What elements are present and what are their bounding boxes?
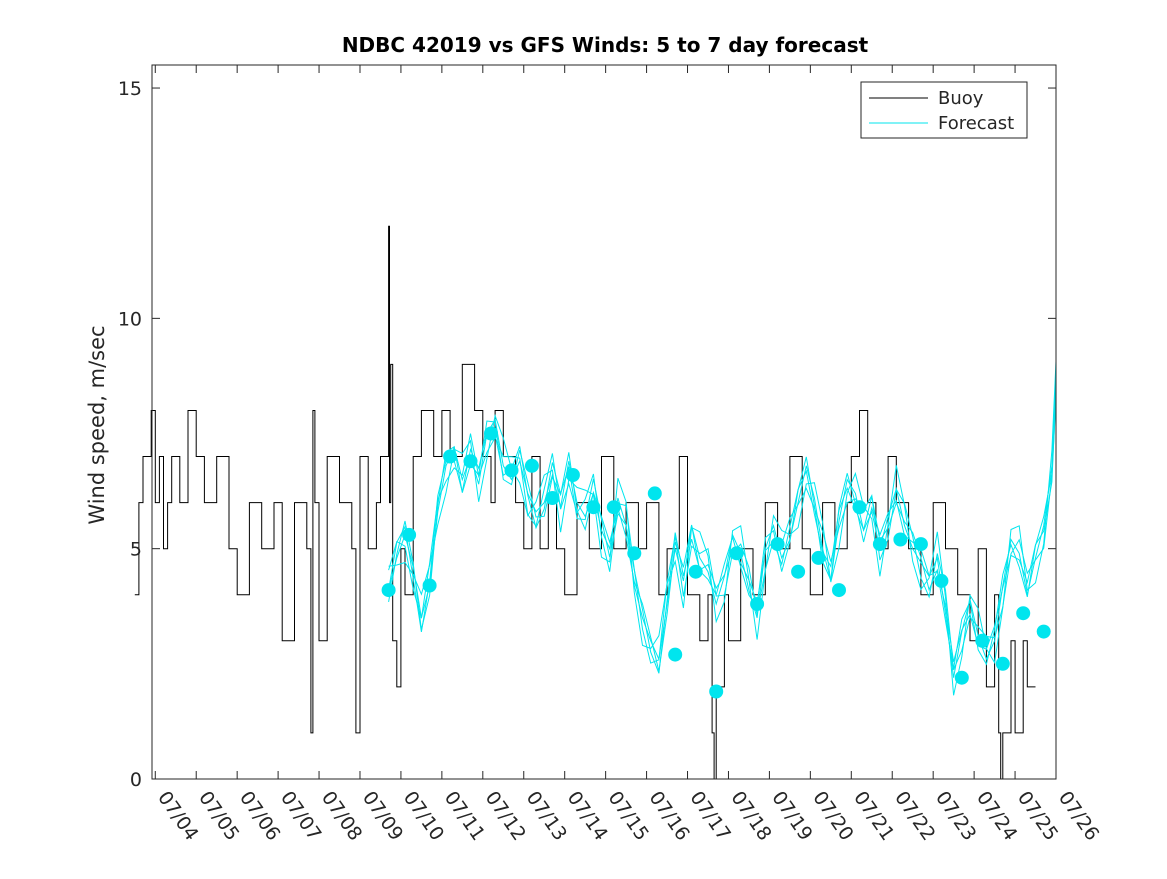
y-tick-label: 5 [130, 539, 142, 561]
forecast-point [484, 426, 498, 441]
legend-buoy-label: Buoy [938, 88, 984, 109]
forecast-point [545, 491, 560, 505]
forecast-series [388, 361, 1057, 696]
forecast-point [872, 537, 887, 552]
y-tick-label: 15 [118, 78, 142, 100]
forecast-point [647, 486, 662, 501]
y-tick-label: 10 [118, 308, 142, 330]
legend: Buoy Forecast [860, 81, 1028, 139]
forecast-point [811, 550, 826, 565]
forecast-points [381, 426, 1051, 699]
legend-forecast-label: Forecast [938, 113, 1014, 134]
forecast-point [402, 527, 417, 542]
forecast-point [975, 633, 990, 648]
forecast-line [388, 361, 1057, 696]
forecast-point [381, 583, 396, 598]
forecast-point [627, 546, 642, 561]
forecast-point [995, 656, 1010, 671]
forecast-point [791, 564, 806, 579]
forecast-point [422, 578, 437, 593]
forecast-line [388, 370, 1057, 670]
forecast-point [586, 500, 601, 515]
forecast-point [893, 532, 908, 547]
forecast-point [709, 684, 724, 699]
legend-box [860, 81, 1028, 139]
plot-frame [151, 64, 1057, 780]
forecast-point [463, 454, 478, 469]
forecast-point [832, 583, 846, 598]
forecast-point [934, 573, 949, 588]
forecast-point [443, 449, 458, 464]
forecast-point [524, 458, 539, 473]
forecast-point [750, 597, 765, 611]
forecast-point [565, 468, 580, 482]
forecast-point [668, 647, 683, 662]
y-tick-label: 0 [130, 769, 142, 791]
forecast-point [852, 500, 867, 515]
forecast-point [913, 537, 928, 552]
chart-title: NDBC 42019 vs GFS Winds: 5 to 7 day fore… [342, 33, 869, 57]
forecast-point [770, 537, 785, 552]
forecast-point [729, 546, 744, 561]
forecast-point [688, 564, 703, 579]
buoy-line [134, 225, 1036, 780]
forecast-point [606, 500, 621, 515]
forecast-point [1016, 606, 1031, 621]
buoy-series [134, 225, 1036, 780]
axes-layer [152, 65, 1057, 780]
forecast-line [388, 400, 1057, 672]
forecast-point [1036, 624, 1051, 639]
y-axis-label: Wind speed, m/sec [85, 325, 109, 524]
forecast-point [954, 670, 969, 685]
forecast-point [504, 463, 519, 478]
